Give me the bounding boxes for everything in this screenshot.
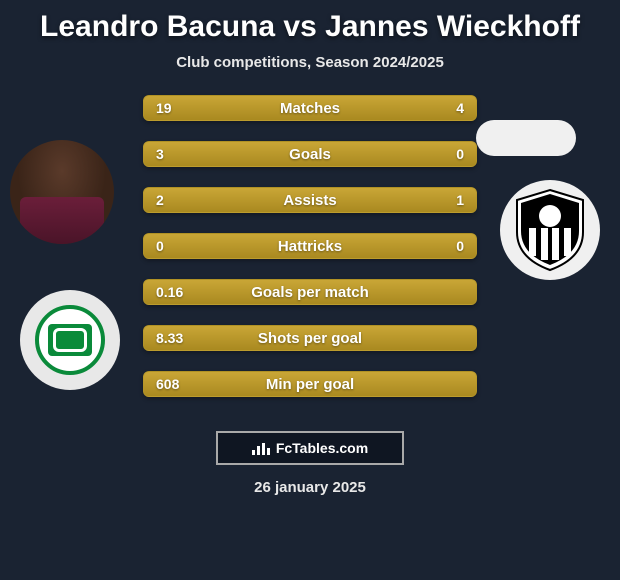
stat-bar: 8.33 Shots per goal — [143, 325, 477, 351]
comparison-card: Leandro Bacuna vs Jannes Wieckhoff Club … — [0, 0, 620, 580]
site-badge[interactable]: FcTables.com — [216, 431, 404, 465]
stat-left-value: 608 — [156, 376, 179, 392]
stat-label: Goals per match — [251, 284, 369, 301]
stat-label: Goals — [289, 146, 331, 163]
stat-label: Matches — [280, 100, 340, 117]
stat-bar: 19 Matches 4 — [143, 95, 477, 121]
stat-label: Assists — [283, 192, 336, 209]
page-title: Leandro Bacuna vs Jannes Wieckhoff — [40, 10, 580, 44]
stat-bars: 19 Matches 4 3 Goals 0 2 Assists 1 0 Hattricks 0 0.1… — [143, 95, 477, 397]
stat-right-value: 1 — [456, 192, 464, 208]
stat-label: Shots per goal — [258, 330, 362, 347]
stat-bar: 3 Goals 0 — [143, 141, 477, 167]
stat-left-value: 8.33 — [156, 330, 183, 346]
stat-bar: 0 Hattricks 0 — [143, 233, 477, 259]
stat-left-value: 19 — [156, 100, 172, 116]
page-subtitle: Club competitions, Season 2024/2025 — [176, 54, 444, 71]
stat-left-value: 0 — [156, 238, 164, 254]
stat-bar: 608 Min per goal — [143, 371, 477, 397]
date-label: 26 january 2025 — [254, 479, 366, 496]
stat-label: Hattricks — [278, 238, 342, 255]
stat-left-value: 2 — [156, 192, 164, 208]
stat-left-value: 0.16 — [156, 284, 183, 300]
bar-chart-icon — [252, 441, 270, 455]
stat-right-value: 0 — [456, 146, 464, 162]
stat-label: Min per goal — [266, 376, 354, 393]
stat-bar: 2 Assists 1 — [143, 187, 477, 213]
stat-right-value: 4 — [456, 100, 464, 116]
stat-bar: 0.16 Goals per match — [143, 279, 477, 305]
stat-left-value: 3 — [156, 146, 164, 162]
stat-right-value: 0 — [456, 238, 464, 254]
site-label: FcTables.com — [276, 440, 368, 456]
